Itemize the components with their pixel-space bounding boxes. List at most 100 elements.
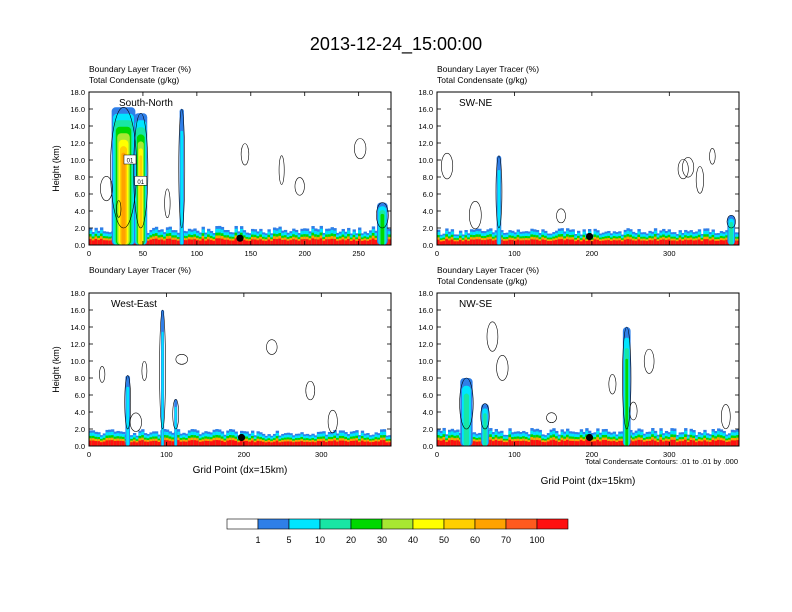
tracer-cell [692, 240, 696, 245]
tracer-cell [612, 440, 617, 446]
tracer-cell [719, 240, 724, 245]
tracer-cell [601, 240, 606, 245]
plume-0-level-60 [121, 152, 126, 245]
tracer-cell [475, 441, 479, 446]
tracer-cell [508, 439, 512, 446]
tracer-cell [719, 440, 724, 446]
condensate-contour [159, 309, 166, 430]
tracer-cell [728, 441, 732, 446]
tracer-cell [703, 440, 707, 446]
colorbar-label: 50 [439, 535, 449, 545]
tracer-cell [385, 442, 389, 446]
tracer-cell [160, 239, 164, 245]
tracer-cell [566, 439, 570, 446]
tracer-cell [695, 442, 699, 446]
tracer-cell [311, 238, 315, 245]
tracer-cell [171, 239, 175, 245]
tracer-cell [231, 440, 236, 446]
tracer-cell [500, 440, 504, 446]
condensate-contour [278, 155, 285, 185]
tracer-cell [377, 441, 381, 446]
tracer-cell [607, 440, 611, 446]
tracer-cell [256, 440, 260, 446]
tracer-cell [316, 441, 321, 446]
tracer-cell [113, 440, 118, 446]
tracer-cell [450, 239, 455, 245]
plot-area [437, 148, 739, 245]
condensate-contour [376, 202, 389, 229]
tracer-cell [579, 440, 584, 446]
tracer-cell [620, 440, 625, 446]
tracer-cell [535, 439, 540, 446]
tracer-cell [264, 240, 269, 245]
tracer-cell [730, 440, 735, 446]
tracer-cell [717, 439, 721, 446]
tracer-cell [130, 442, 134, 446]
tracer-cell [582, 239, 586, 245]
tracer-cell [223, 239, 227, 245]
y-tick-label: 2.0 [75, 224, 85, 233]
tracer-cell [486, 239, 490, 245]
tracer-cell [475, 239, 479, 245]
contour-label-box [123, 154, 137, 165]
panel-subtitle-1: Boundary Layer Tracer (%) [437, 265, 539, 275]
panel-subtitle-2: Total Condensate (g/kg) [437, 75, 527, 85]
tracer-cell [99, 238, 104, 245]
tracer-cell [533, 440, 537, 446]
tracer-cell [267, 239, 271, 245]
tracer-cell [261, 441, 266, 446]
tracer-cell [366, 441, 370, 446]
tracer-cell [604, 440, 608, 446]
tracer-cell [453, 440, 457, 446]
y-tick-label: 8.0 [423, 173, 433, 182]
condensate-contour [622, 326, 632, 430]
x-tick-label: 300 [663, 450, 676, 459]
tracer-cell [714, 240, 718, 245]
tracer-cell [593, 239, 597, 245]
tracer-cell [722, 440, 726, 446]
tracer-cell [363, 441, 367, 446]
tracer-cell [154, 238, 159, 245]
plume-2-level-5 [180, 130, 184, 245]
tracer-cell [209, 441, 214, 446]
tracer-cell [450, 439, 455, 446]
tracer-cell [571, 239, 575, 245]
tracer-cell [447, 240, 452, 245]
tracer-cell [445, 239, 449, 245]
tracer-cell [700, 241, 704, 245]
tracer-cell [480, 240, 485, 245]
y-tick-label: 4.0 [423, 207, 433, 216]
tracer-cell [138, 440, 142, 446]
tracer-cell [316, 239, 321, 245]
tracer-cell [261, 240, 266, 245]
tracer-cell [270, 442, 274, 446]
tracer-cell [527, 441, 531, 446]
tracer-cell [585, 241, 589, 245]
tracer-cell [546, 441, 551, 446]
tracer-cell [673, 439, 677, 446]
tracer-cell [193, 440, 197, 446]
tracer-cell [149, 441, 153, 446]
colorbar-swatch [381, 518, 414, 530]
tracer-cell [311, 441, 315, 446]
colorbar-swatch [505, 518, 538, 530]
tracer-cell [563, 440, 567, 446]
plot-area [437, 321, 739, 446]
figure-title: 2013-12-24_15:00:00 [310, 34, 482, 55]
tracer-cell [152, 239, 156, 245]
condensate-contour [294, 177, 305, 196]
colorbar-label: 1 [255, 535, 260, 545]
condensate-contour [175, 354, 188, 365]
tracer-cell [341, 239, 345, 245]
x-tick-label: 250 [352, 249, 365, 258]
tracer-cell [708, 441, 713, 446]
tracer-cell [204, 440, 208, 446]
tracer-cell [347, 239, 351, 245]
tracer-cell [645, 441, 649, 446]
tracer-cell [442, 241, 446, 245]
tracer-cell [456, 241, 460, 245]
tracer-cell [259, 441, 263, 446]
tracer-cell [725, 441, 729, 446]
tracer-cell [330, 238, 334, 245]
tracer-cell [645, 240, 649, 245]
